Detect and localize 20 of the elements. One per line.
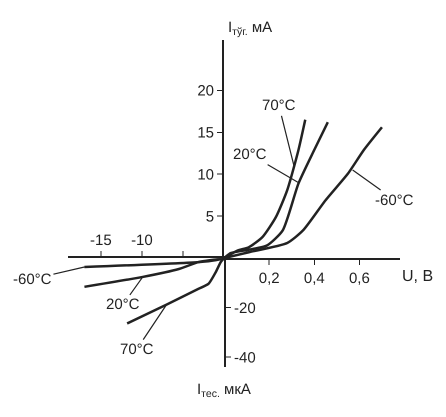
x-tick-label: 0,6 — [348, 270, 370, 288]
x-tick-label: -15 — [90, 232, 112, 250]
annotation: -60°C — [13, 271, 52, 288]
x-tick-label: 0,2 — [258, 270, 280, 288]
y-axis-title: I$_{тўг.}$ мА — [228, 19, 272, 38]
y-tick-label: 10 — [197, 166, 214, 184]
annotation: 70°C — [120, 341, 154, 358]
y-tick-label: 15 — [197, 124, 214, 142]
annotation: 20°C — [233, 146, 267, 163]
text: I$_{тес.}$ мкА — [197, 381, 251, 400]
annotation: -60°C — [375, 192, 414, 209]
y-tick-label: 20 — [197, 82, 214, 100]
y-tick-label: -20 — [234, 300, 256, 317]
annotation: 20°C — [106, 296, 140, 313]
annotation: 70°C — [262, 97, 296, 114]
x-tick-label: 0,4 — [304, 270, 325, 288]
x-axis-title: U, В — [402, 268, 434, 285]
x-tick-label: -10 — [131, 232, 153, 250]
y-tick-label: 5 — [206, 208, 214, 226]
y-tick-label: -40 — [234, 349, 256, 366]
